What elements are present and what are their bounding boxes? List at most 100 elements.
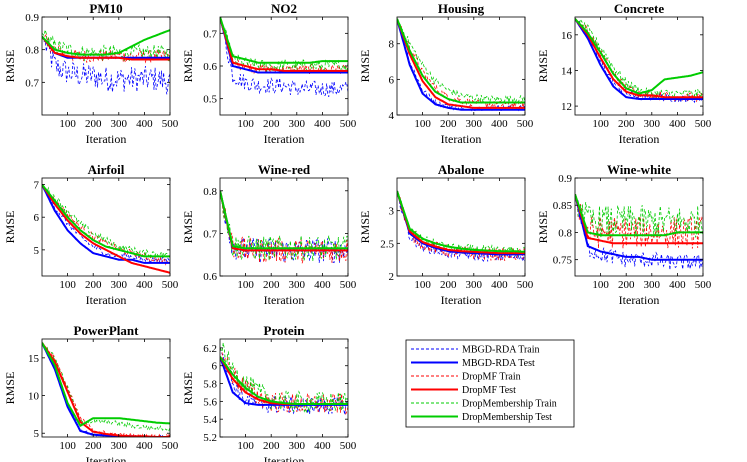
series-dropmf-train xyxy=(397,18,525,110)
x-tick-label: 500 xyxy=(695,118,712,130)
x-tick-label: 400 xyxy=(669,279,686,291)
axes-box xyxy=(574,16,704,116)
x-tick-label: 100 xyxy=(59,440,76,452)
plot-powerplant: 100 200 300 400 500 5 10 15 PowerPlant Iteration R… xyxy=(3,323,179,462)
legend-label: DropMF Train xyxy=(462,372,521,383)
series-dropmembership-test xyxy=(42,183,170,258)
y-tick-label: 6 xyxy=(389,74,395,86)
series-dropmf-test xyxy=(42,342,170,437)
series-mbgd-rda-train xyxy=(575,194,703,270)
plot-title: Protein xyxy=(264,323,306,338)
series-dropmembership-train xyxy=(575,18,703,99)
series-dropmf-test xyxy=(575,194,703,245)
axes-box xyxy=(41,177,171,277)
x-tick-label: 100 xyxy=(59,279,76,291)
y-tick-label: 0.8 xyxy=(203,186,217,198)
x-tick-label: 500 xyxy=(340,118,357,130)
x-tick-label: 300 xyxy=(111,279,128,291)
series-dropmembership-test xyxy=(42,29,170,56)
series-mbgd-rda-train xyxy=(42,36,170,95)
legend-label: DropMF Test xyxy=(462,385,516,396)
y-axis-label: RMSE xyxy=(181,211,195,244)
x-tick-label: 400 xyxy=(669,118,686,130)
x-tick-label: 300 xyxy=(466,279,483,291)
x-tick-label: 200 xyxy=(263,279,280,291)
series-mbgd-rda-test xyxy=(42,184,170,264)
plot-protein: 100 200 300 400 500 5.2 5.4 5.6 5.8 6 6.2 Protein It… xyxy=(181,323,357,462)
series-dropmembership-test xyxy=(575,18,703,95)
series-dropmf-test xyxy=(575,18,703,99)
series-dropmf-train xyxy=(575,194,703,249)
x-tick-label: 100 xyxy=(237,118,254,130)
x-tick-label: 500 xyxy=(162,118,179,130)
series-mbgd-rda-test xyxy=(220,17,348,74)
y-tick-label: 5.8 xyxy=(203,379,217,391)
x-tick-label: 400 xyxy=(491,118,508,130)
y-axis-label: RMSE xyxy=(3,50,17,83)
plot-title: PowerPlant xyxy=(74,323,140,338)
x-tick-label: 200 xyxy=(263,440,280,452)
y-tick-label: 0.8 xyxy=(558,227,572,239)
plot-wine-red: 100 200 300 400 500 0.6 0.7 0.8 Wine-red Iteratio… xyxy=(181,162,357,307)
series-mbgd-rda-test xyxy=(575,18,703,100)
x-axis-label: Iteration xyxy=(619,293,660,307)
plot-title: NO2 xyxy=(271,1,297,16)
series-dropmembership-train xyxy=(42,342,170,432)
x-tick-label: 300 xyxy=(111,118,128,130)
series-mbgd-rda-train xyxy=(220,17,348,98)
series-dropmembership-test xyxy=(575,193,703,237)
series-dropmembership-test xyxy=(397,190,525,253)
plot-title: Abalone xyxy=(438,162,484,177)
y-tick-label: 6 xyxy=(34,212,40,224)
x-axis-label: Iteration xyxy=(441,293,482,307)
axes-box xyxy=(396,16,526,116)
x-tick-label: 500 xyxy=(162,279,179,291)
y-tick-label: 0.6 xyxy=(203,61,217,73)
x-tick-label: 500 xyxy=(162,440,179,452)
x-tick-label: 500 xyxy=(340,279,357,291)
y-tick-label: 0.75 xyxy=(553,255,573,267)
x-tick-label: 100 xyxy=(592,118,609,130)
x-tick-label: 200 xyxy=(618,118,635,130)
x-axis-label: Iteration xyxy=(619,132,660,146)
y-tick-label: 10 xyxy=(28,391,40,403)
y-tick-label: 5 xyxy=(34,428,40,440)
x-tick-label: 300 xyxy=(466,118,483,130)
x-tick-label: 200 xyxy=(85,279,102,291)
y-tick-label: 16 xyxy=(561,30,573,42)
x-tick-label: 100 xyxy=(414,279,431,291)
x-tick-label: 100 xyxy=(237,440,254,452)
y-tick-label: 5.6 xyxy=(203,396,217,408)
plot-no2: 100 200 300 400 500 0.5 0.6 0.7 NO2 Iteration RMSE xyxy=(181,1,357,146)
series-mbgd-rda-test xyxy=(397,190,525,256)
x-axis-label: Iteration xyxy=(86,454,127,462)
x-axis-label: Iteration xyxy=(264,132,305,146)
y-tick-label: 5.2 xyxy=(203,432,217,444)
axes-box xyxy=(396,177,526,277)
legend-label: DropMembership Test xyxy=(462,412,552,423)
x-tick-label: 200 xyxy=(440,118,457,130)
y-tick-label: 0.9 xyxy=(558,173,572,185)
series-dropmf-test xyxy=(42,35,170,61)
y-axis-label: RMSE xyxy=(358,50,372,83)
series-dropmembership-test xyxy=(397,18,525,104)
series-dropmembership-train xyxy=(397,190,525,257)
series-dropmf-test xyxy=(220,17,348,72)
series-dropmembership-train xyxy=(220,190,348,262)
x-tick-label: 300 xyxy=(289,440,306,452)
series-dropmf-test xyxy=(42,183,170,274)
series-dropmf-test xyxy=(397,190,525,255)
x-axis-label: Iteration xyxy=(441,132,482,146)
y-tick-label: 5 xyxy=(34,245,40,257)
x-tick-label: 200 xyxy=(618,279,635,291)
x-tick-label: 400 xyxy=(136,118,153,130)
y-tick-label: 0.9 xyxy=(25,12,39,24)
series-dropmembership-train xyxy=(220,342,348,414)
x-tick-label: 500 xyxy=(517,279,534,291)
series-mbgd-rda-test xyxy=(575,194,703,261)
y-tick-label: 3 xyxy=(389,206,395,218)
x-tick-label: 500 xyxy=(695,279,712,291)
plot-airfoil: 100 200 300 400 500 5 6 7 Airfoil Iteration RMSE xyxy=(3,162,179,307)
x-tick-label: 100 xyxy=(59,118,76,130)
legend-label: DropMembership Train xyxy=(462,399,557,410)
